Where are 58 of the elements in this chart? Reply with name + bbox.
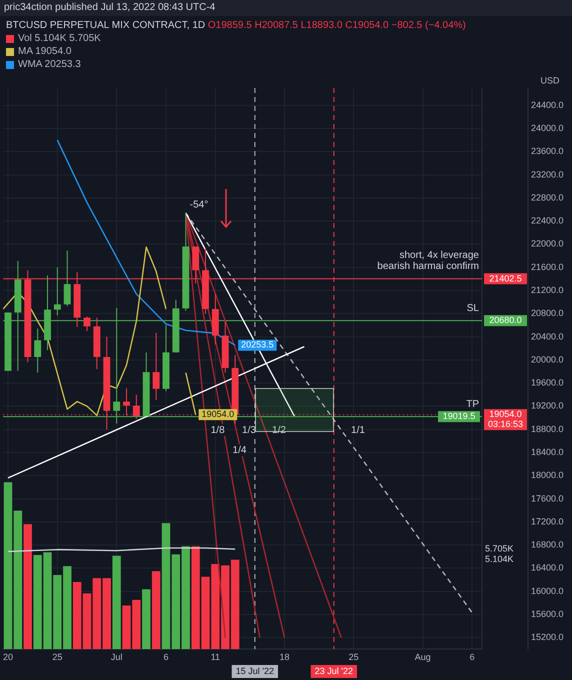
annotation: -54° — [190, 200, 208, 211]
y-tick-label: 16800.0 — [531, 540, 564, 550]
y-tick-label: 20000.0 — [531, 354, 564, 364]
x-tick-label: 6 — [163, 652, 169, 662]
x-tick-label: Aug — [414, 652, 431, 662]
y-tick-label: 21200.0 — [531, 284, 564, 295]
legend-label: WMA 20253.3 — [18, 58, 81, 71]
y-tick-label: 24000.0 — [531, 122, 564, 133]
y2-tick-label: 5.705K — [485, 544, 514, 554]
ref-line-label: 19019.5 — [442, 411, 476, 422]
annotation: 1/3 — [242, 424, 256, 436]
y-tick-label: 15200.0 — [531, 632, 564, 642]
y-tick-label: 20400.0 — [531, 331, 564, 342]
text: pric34ction published Jul 13, 2022 08:43 UTC-4 — [4, 2, 216, 13]
legend-label: Vol 5.104K 5.705K — [18, 32, 101, 45]
y-tick-label: 15600.0 — [531, 608, 564, 619]
y-tick-label: 19200.0 — [531, 400, 564, 411]
y-tick-label: 21600.0 — [531, 262, 564, 272]
ref-line-label: 15 Jul '22 — [236, 666, 274, 676]
x-tick-label: 18 — [279, 652, 290, 662]
data-label: 20253.5 — [241, 340, 274, 350]
annotation: TP — [466, 398, 480, 410]
annotation: short, 4x leverage bearish harmai confirm — [377, 250, 480, 272]
x-tick-label: 20 — [3, 652, 14, 662]
y-tick-label: 23600.0 — [531, 146, 564, 156]
ref-line-label: 19054.0 03:16:53 — [488, 409, 524, 430]
x-tick-label: 11 — [210, 652, 220, 662]
y2-tick-label: 5.104K — [485, 554, 514, 564]
y-tick-label: 22800.0 — [531, 192, 564, 202]
y-tick-label: 19600.0 — [531, 378, 564, 388]
x-tick-label: 25 — [348, 652, 359, 662]
x-tick-label: 25 — [52, 652, 62, 662]
y-tick-label: 18400.0 — [531, 446, 564, 457]
annotation: 1/4 — [232, 445, 247, 456]
y-tick-label: 22000.0 — [531, 238, 564, 249]
y-tick-label: 17200.0 — [531, 516, 564, 526]
y-tick-label: 22400.0 — [531, 216, 564, 226]
chart-title: BTCUSD PERPETUAL MIX CONTRACT, 1D — [6, 20, 206, 31]
ref-line-label: 21402.5 — [489, 273, 522, 284]
y-tick-label: 16400.0 — [531, 562, 564, 573]
annotation: 1/8 — [210, 424, 226, 436]
ref-line-label: 23 Jul '22 — [314, 666, 353, 676]
y-tick-label: 20800.0 — [531, 308, 564, 318]
y-tick-label: 18800.0 — [531, 424, 564, 434]
ref-line-label: 20680.0 — [489, 315, 522, 326]
annotation: SL — [466, 302, 480, 314]
chart-subtitle: O19859.5 H20087.5 L18893.0 C19054.0 −802.5 (−4.04%) — [208, 20, 466, 31]
x-tick-label: 6 — [470, 652, 475, 662]
x-tick-label: Jul — [110, 652, 122, 662]
legend-label: MA 19054.0 — [18, 45, 72, 58]
y-tick-label: 18000.0 — [531, 470, 564, 480]
y-tick-label: 16000.0 — [531, 586, 564, 596]
y-tick-label: 24400.0 — [531, 100, 564, 110]
y-tick-label: 17600.0 — [531, 493, 564, 504]
data-label: 19054.0 — [202, 409, 234, 420]
y-tick-label: 23200.0 — [531, 169, 564, 180]
annotation: 1/1 — [351, 424, 366, 436]
y-axis-title: USD — [540, 75, 560, 86]
